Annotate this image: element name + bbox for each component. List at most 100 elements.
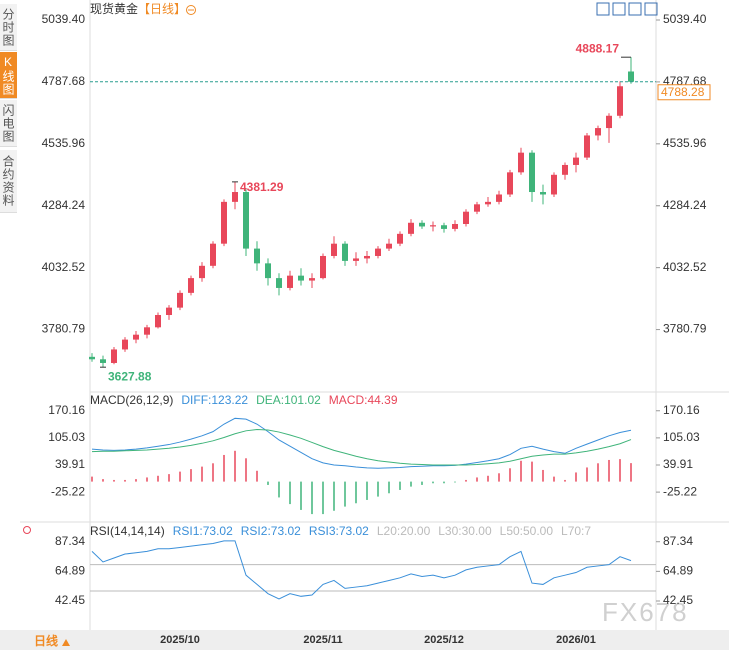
candle-body [584,135,590,158]
y-tick-label: 87.34 [55,534,85,548]
y-tick-label: 4787.68 [42,74,86,88]
candle-body [628,71,634,82]
tab[interactable]: 闪电图 [0,100,17,147]
tool-button[interactable] [644,2,658,16]
candle-body [474,204,480,212]
y-tick-label: 3780.79 [663,322,707,336]
candle-body [606,115,612,129]
legend-entry: L70:7 [561,524,591,538]
candle-body [496,194,502,202]
candle-body [408,222,414,234]
legend-entry: DEA:101.02 [256,393,321,407]
candle-body [353,258,359,261]
extreme-label: 4381.29 [240,180,284,194]
candle-body [122,339,128,350]
candle-body [111,349,117,363]
candle-body [342,243,348,261]
candle-body [276,278,282,288]
legend-entry: MACD(26,12,9) [90,393,173,407]
candle-body [210,243,216,266]
candle-body [551,174,557,195]
tab[interactable]: 分时图 [0,4,17,51]
candle-body [617,86,623,116]
candle-body [265,263,271,279]
y-tick-label: 42.45 [55,593,85,607]
line [91,429,632,466]
y-tick-label: 105.03 [663,430,700,444]
candle-body [397,233,403,244]
candle-body [430,225,436,227]
x-tick-label: 2025/12 [424,634,464,646]
y-tick-label: 170.16 [663,403,700,417]
y-tick-label: 87.34 [663,534,693,548]
tool-button[interactable] [612,2,626,16]
candle-body [166,307,172,316]
extreme-label: 3627.88 [108,369,152,383]
candle-body [540,192,546,195]
chart-title: 现货黄金 [90,1,138,16]
tab[interactable]: 合约资料 [0,150,17,213]
candle-body [232,192,238,202]
line [91,540,632,600]
x-tick-label: 2025/10 [160,634,200,646]
candle-body [100,359,106,363]
y-tick-label: 42.45 [663,593,693,607]
candle-body [562,164,568,175]
legend-entry: L50:50.00 [500,524,554,538]
x-tick-label: 2026/01 [556,634,596,646]
candle-body [386,243,392,249]
candle-body [298,275,304,281]
watermark: FX678 [602,597,689,627]
candle-body [144,327,150,335]
candle-body [463,211,469,224]
candle-body [320,255,326,279]
y-tick-label: -25.22 [51,484,85,498]
y-tick-label: 4032.52 [42,260,86,274]
y-tick-label: 5039.40 [663,12,707,26]
line [91,417,632,469]
candle-body [89,356,95,360]
tab[interactable]: K线图 [0,52,17,99]
y-tick-label: 3780.79 [42,322,86,336]
legend-entry: MACD:44.39 [329,393,398,407]
candle-body [419,222,425,227]
collapse-icon[interactable] [186,5,196,15]
y-tick-label: 39.91 [55,457,85,471]
candle-body [177,292,183,308]
toolbar [596,2,658,16]
candle-body [199,265,205,279]
period-button[interactable]: 日线 [34,633,58,648]
y-tick-label: 170.16 [48,403,85,417]
candle-body [221,201,227,244]
legend-entry: L30:30.00 [438,524,492,538]
y-tick-label: 64.89 [663,564,693,578]
candle-body [287,275,293,288]
y-tick-label: -25.22 [663,484,697,498]
candle-body [309,278,315,281]
y-tick-label: 4284.24 [42,198,86,212]
tool-button[interactable] [628,2,642,16]
y-tick-label: 39.91 [663,457,693,471]
candle-body [364,255,370,259]
tool-button[interactable] [596,2,610,16]
legend-entry: RSI2:73.02 [241,524,301,538]
extreme-label: 4888.17 [576,41,620,55]
bottom-bar [0,630,729,650]
candle-body [452,223,458,229]
settings-icon[interactable] [23,526,31,534]
chart-period: 【日线】 [138,2,186,16]
candle-body [595,128,601,136]
x-tick-label: 2025/11 [303,634,342,646]
legend-entry: RSI(14,14,14) [90,524,165,538]
y-tick-label: 105.03 [48,430,85,444]
candle-body [485,201,491,205]
candle-body [243,192,249,249]
period-arrow[interactable] [62,639,70,646]
y-tick-label: 4032.52 [663,260,707,274]
y-tick-label: 4535.96 [663,136,707,150]
legend-entry: DIFF:123.22 [181,393,248,407]
y-tick-label: 4284.24 [663,198,707,212]
candle-body [133,334,139,340]
